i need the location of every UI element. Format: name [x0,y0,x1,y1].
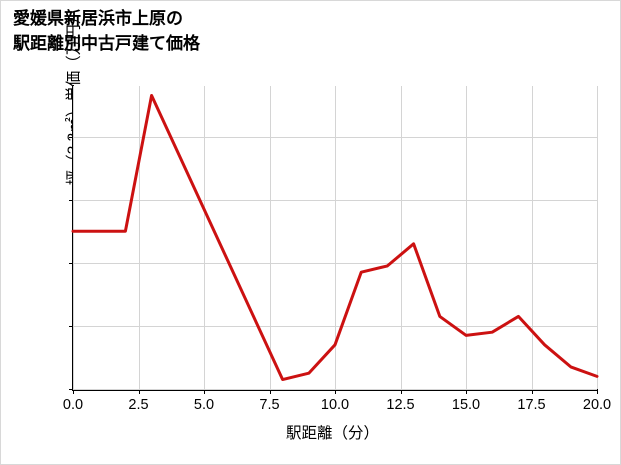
x-tick-label-0: 0.0 [62,397,84,413]
gridline-y-0 [73,389,597,390]
x-tick-mark-1 [138,390,140,394]
x-tick-label-8: 20.0 [582,397,612,413]
x-tick-label-5: 12.5 [386,397,415,413]
gridline-x-8 [597,86,598,389]
x-tick-label-7: 17.5 [517,397,546,413]
gridline-x-1 [138,86,140,389]
y-axis-label-wrapper: 坪（3.3㎡）単価（万円） [23,9,83,389]
y-tick-mark-1 [69,325,73,327]
line-series-svg [71,93,599,382]
y-tick-mark-0 [69,389,73,390]
x-tick-mark-2 [204,390,205,394]
x-tick-label-4: 10.0 [320,397,350,413]
y-tick-mark-4 [69,136,73,138]
x-tick-label-6: 15.0 [451,397,481,413]
x-axis-label: 駅距離（分） [285,425,379,442]
gridline-x-5 [400,86,402,389]
gridline-x-6 [466,86,467,389]
gridline-x-0 [73,86,74,389]
y-tick-mark-2 [69,262,73,264]
gridline-x-7 [531,86,533,389]
x-tick-mark-3 [269,390,271,394]
gridline-x-4 [335,86,336,389]
y-tick-mark-3 [69,199,73,201]
x-tick-mark-4 [335,390,336,394]
x-tick-mark-0 [73,390,74,394]
plot-area [71,86,599,390]
line-series-0 [71,93,599,382]
x-tick-mark-6 [466,390,467,394]
chart-title: 愛媛県新居浜市上原の 駅距離別中古戸建て価格 [13,9,200,53]
gridline-x-2 [204,86,205,389]
x-tick-label-3: 7.5 [259,397,280,413]
x-tick-mark-8 [597,390,598,394]
x-tick-mark-5 [400,390,402,394]
x-tick-label-2: 5.0 [193,397,215,413]
x-tick-mark-7 [531,390,533,394]
x-axis-label-wrapper: 駅距離（分） [1,421,620,443]
gridline-x-3 [269,86,271,389]
x-tick-label-1: 2.5 [128,397,149,413]
